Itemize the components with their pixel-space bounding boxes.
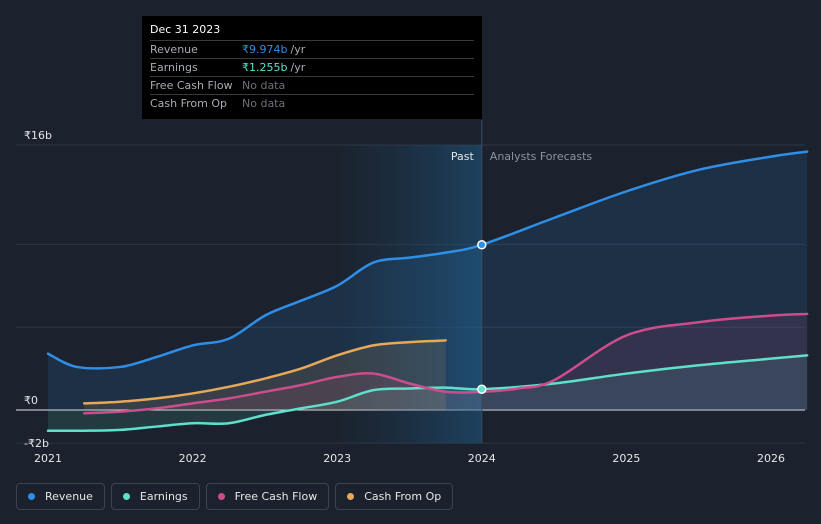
- legend-label: Cash From Op: [364, 490, 442, 503]
- tooltip-label: Revenue: [150, 43, 198, 56]
- tooltip-label: Earnings: [150, 61, 198, 74]
- revenue-marker: [477, 240, 487, 250]
- tooltip-row: Earnings ₹1.255b/yr: [150, 58, 474, 76]
- x-tick-label: 2023: [323, 452, 351, 465]
- y-tick-label: -₹2b: [24, 437, 49, 450]
- tooltip-row: Free Cash Flow No data: [150, 76, 474, 94]
- series-lines: [46, 150, 809, 433]
- legend-item-earnings[interactable]: Earnings: [110, 483, 200, 510]
- revenue-area: [48, 151, 808, 410]
- tooltip-value: No data: [242, 97, 286, 110]
- tooltip-unit: /yr: [290, 43, 306, 56]
- legend-item-cash-from-op[interactable]: Cash From Op: [335, 483, 454, 510]
- revenue-line[interactable]: [46, 150, 809, 370]
- y-tick-label: ₹0: [24, 394, 38, 407]
- past-label: Past: [451, 150, 475, 163]
- free-cash-flow-line[interactable]: [82, 312, 809, 415]
- tooltip-value: ₹1.255b: [242, 61, 288, 74]
- tooltip-label: Cash From Op: [150, 97, 228, 110]
- legend-label: Revenue: [45, 490, 93, 503]
- x-tick-label: 2021: [34, 452, 62, 465]
- cash-from-op-line[interactable]: [82, 339, 447, 405]
- tooltip-label: Free Cash Flow: [150, 79, 233, 92]
- tooltip: Dec 31 2023 Revenue ₹9.974b/yr Earnings ₹1.…: [142, 16, 482, 119]
- tooltip-unit: /yr: [290, 61, 306, 74]
- x-tick-label: 2026: [757, 452, 785, 465]
- tooltip-value: No data: [242, 79, 286, 92]
- x-axis-ticks: 2021 2022 2023 2024 2025 2026: [34, 452, 785, 465]
- x-tick-label: 2025: [612, 452, 640, 465]
- tooltip-value: ₹9.974b: [242, 43, 288, 56]
- series-areas: [48, 151, 808, 431]
- earnings-area: [48, 355, 808, 431]
- legend-item-free-cash-flow[interactable]: Free Cash Flow: [205, 483, 330, 510]
- legend-dot-icon: [347, 493, 355, 500]
- cash-from-op-area: [84, 340, 446, 410]
- highlight-markers: [477, 240, 487, 394]
- tooltip-row: Cash From Op No data: [150, 94, 474, 112]
- legend-dot-icon: [217, 493, 225, 500]
- legend-dot-icon: [28, 493, 35, 500]
- earnings-marker: [477, 384, 487, 394]
- legend-label: Free Cash Flow: [234, 490, 318, 503]
- x-tick-label: 2022: [179, 452, 207, 465]
- legend-label: Earnings: [139, 490, 188, 503]
- y-axis-ticks: ₹16b ₹0 -₹2b: [24, 129, 52, 450]
- y-tick-label: ₹16b: [24, 129, 52, 142]
- forecast-label: Analysts Forecasts: [490, 150, 593, 163]
- tooltip-row: Revenue ₹9.974b/yr: [150, 40, 474, 58]
- legend-dot-icon: [122, 493, 130, 500]
- tooltip-date: Dec 31 2023: [150, 23, 221, 36]
- earnings-line[interactable]: [46, 354, 809, 433]
- legend: Revenue Earnings Free Cash Flow Cash From O…: [16, 483, 454, 510]
- x-tick-label: 2024: [468, 452, 496, 465]
- free-cash-flow-area: [84, 313, 808, 414]
- legend-item-revenue[interactable]: Revenue: [16, 483, 105, 510]
